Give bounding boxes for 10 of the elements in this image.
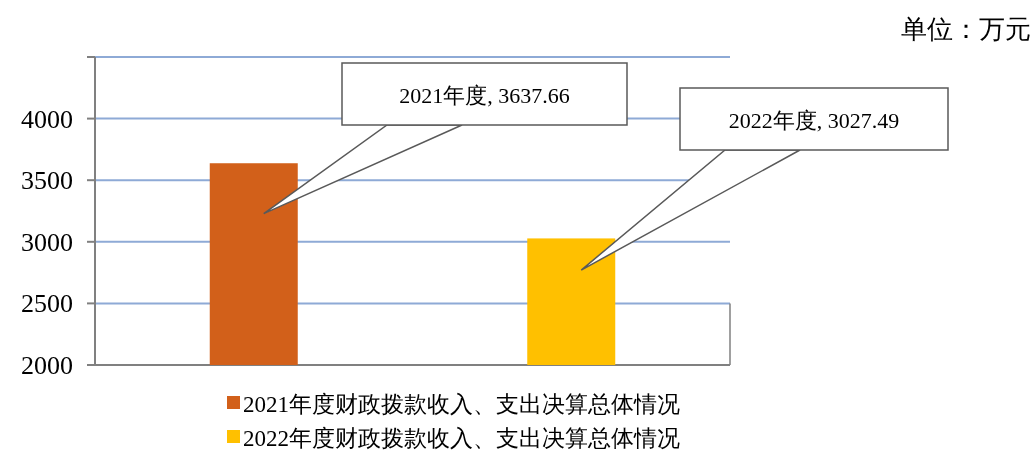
annotation: 2022年度, 3027.49 [728, 108, 900, 133]
y-tick-label: 2500 [21, 289, 73, 319]
legend-label: 2022年度财政拨款收入、支出决算总体情况 [243, 426, 680, 451]
y-tick-label: 3500 [21, 166, 73, 196]
text: 单位：万元 [901, 15, 1031, 44]
y-tick-label: 3000 [21, 227, 73, 257]
legend-label: 2021年度财政拨款收入、支出决算总体情况 [243, 392, 680, 417]
y-tick-label: 4000 [21, 104, 73, 134]
y-tick-label: 2000 [21, 351, 73, 380]
annotation: 2021年度, 3637.66 [399, 83, 570, 108]
